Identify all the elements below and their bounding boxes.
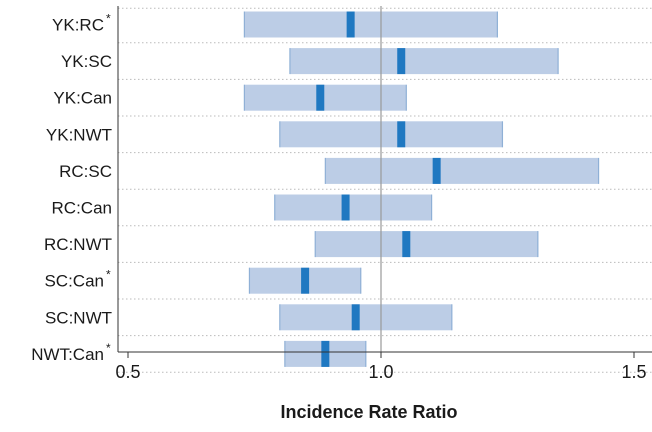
interval-bar xyxy=(244,11,498,38)
point-estimate xyxy=(321,340,330,367)
interval-bar xyxy=(279,121,503,148)
point-estimate xyxy=(397,48,406,75)
interval-bar xyxy=(279,304,452,331)
point-estimate xyxy=(402,231,411,258)
gridlines xyxy=(118,7,652,373)
category-label: SC:Can xyxy=(44,272,104,291)
category-label: RC:NWT xyxy=(44,235,112,254)
interval-bar xyxy=(315,231,538,258)
point-estimate xyxy=(351,304,360,331)
point-estimate xyxy=(341,194,350,221)
category-label: RC:SC xyxy=(59,162,112,181)
category-label: NWT:Can xyxy=(31,345,104,364)
category-label: SC:NWT xyxy=(45,308,112,327)
interval-bar xyxy=(244,84,407,111)
category-label: YK:Can xyxy=(53,89,112,108)
significance-asterisk: * xyxy=(106,341,111,355)
point-estimate xyxy=(397,121,406,148)
interval-bar xyxy=(289,48,559,75)
x-tick-label: 0.5 xyxy=(115,362,140,382)
interval-bar xyxy=(325,157,599,184)
point-estimate xyxy=(301,267,310,294)
x-axis-title: Incidence Rate Ratio xyxy=(280,402,457,422)
point-estimate xyxy=(346,11,355,38)
interval-bars xyxy=(243,11,600,367)
x-tick-label: 1.5 xyxy=(621,362,646,382)
category-label: RC:Can xyxy=(52,199,112,218)
category-label: YK:RC xyxy=(52,16,104,35)
category-label: YK:SC xyxy=(61,52,112,71)
interval-bar xyxy=(274,194,432,221)
significance-asterisk: * xyxy=(106,268,111,282)
category-labels: YK:RC *YK:SCYK:CanYK:NWTRC:SCRC:CanRC:NWT… xyxy=(31,12,112,364)
point-estimate xyxy=(432,157,441,184)
x-tick-label: 1.0 xyxy=(368,362,393,382)
x-ticks: 0.5 1.0 1.5 xyxy=(115,352,647,382)
point-estimate xyxy=(316,84,325,111)
category-label: YK:NWT xyxy=(46,125,112,144)
significance-asterisk: * xyxy=(106,12,111,26)
